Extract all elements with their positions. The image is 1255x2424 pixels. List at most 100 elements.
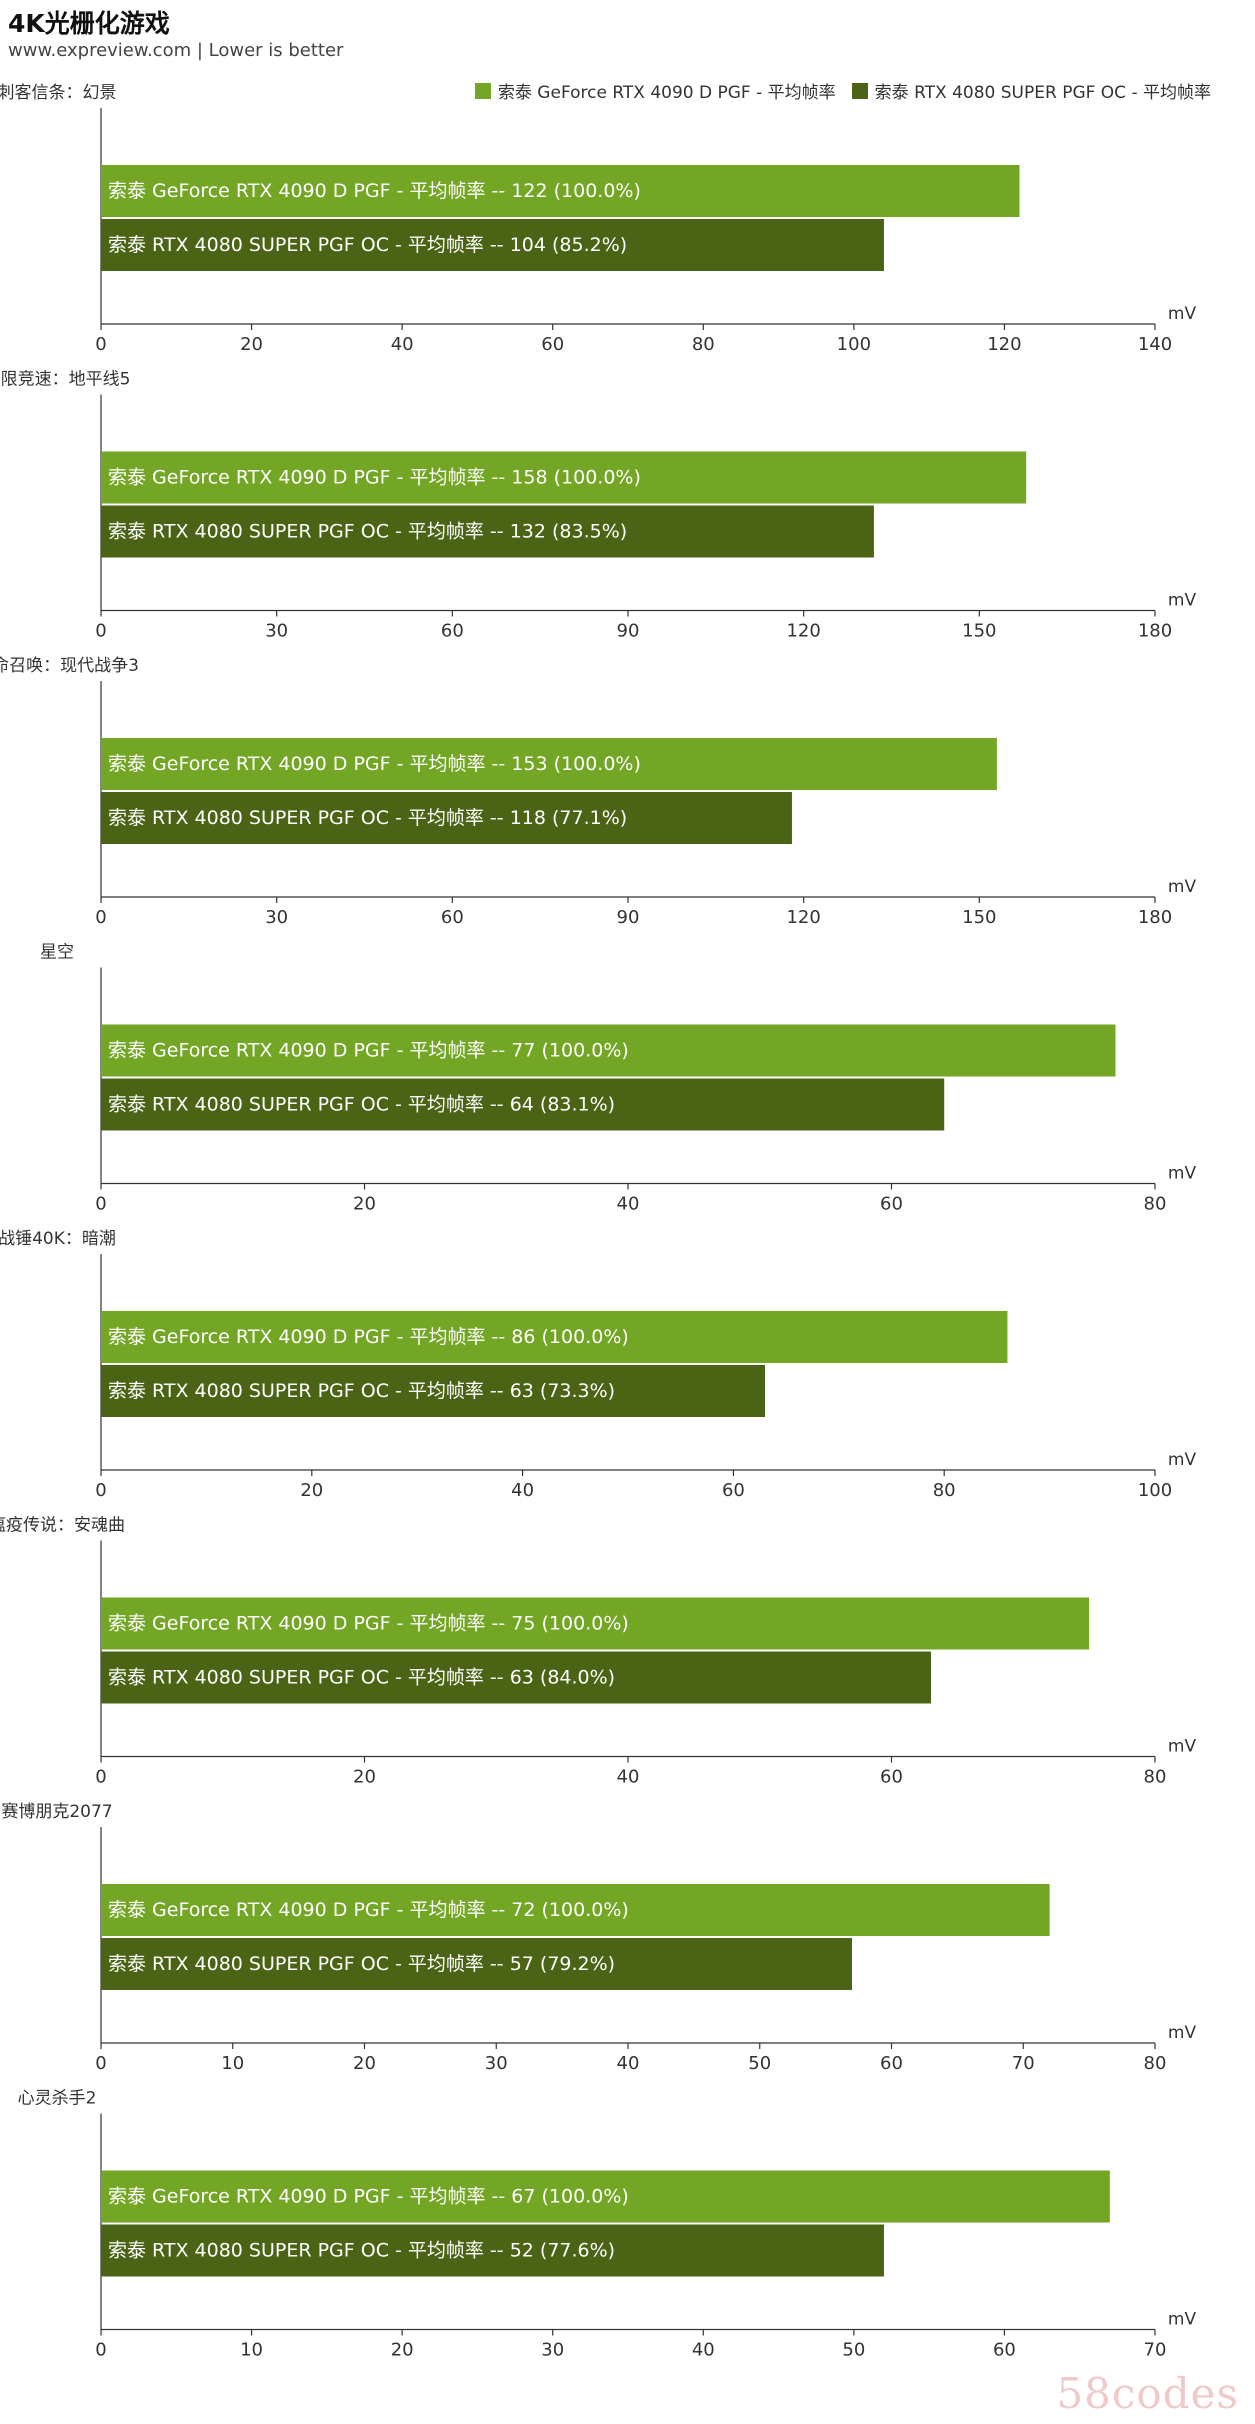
x-tick-label: 10 xyxy=(221,2053,244,2074)
bar-label: 索泰 GeForce RTX 4090 D PGF - 平均帧率 -- 158 … xyxy=(108,467,641,489)
bar-value-label: 63 (84.0%) xyxy=(510,1667,615,1689)
x-tick-label: 70 xyxy=(1144,2340,1167,2361)
bar xyxy=(101,1078,945,1131)
x-tick-label: 80 xyxy=(692,334,715,355)
chart-title: 心灵杀手2 xyxy=(18,2089,97,2109)
x-tick-label: 40 xyxy=(617,1194,640,1215)
legend-item-4090d[interactable]: 索泰 GeForce RTX 4090 D PGF - 平均帧率 xyxy=(474,78,836,103)
x-tick-label: 80 xyxy=(933,1480,956,1501)
bar-label-separator: -- xyxy=(484,807,510,829)
bar-label-separator: -- xyxy=(486,467,512,489)
x-tick-label: 140 xyxy=(1138,334,1172,355)
bar xyxy=(101,2170,1110,2223)
page-title: 4K光栅化游戏 xyxy=(8,9,170,38)
bar-label-separator: -- xyxy=(486,1899,512,1921)
bar-series-name: 索泰 GeForce RTX 4090 D PGF - 平均帧率 xyxy=(108,1040,486,1062)
bar xyxy=(101,1311,1008,1363)
x-tick-label: 20 xyxy=(353,1767,376,1788)
x-tick-label: 40 xyxy=(391,334,414,355)
bar-value-label: 57 (79.2%) xyxy=(510,1953,615,1975)
x-tick-label: 60 xyxy=(722,1480,745,1501)
bar-value-label: 63 (73.3%) xyxy=(510,1380,615,1402)
x-tick-label: 40 xyxy=(692,2340,715,2361)
bar-series-name: 索泰 GeForce RTX 4090 D PGF - 平均帧率 xyxy=(108,180,486,202)
x-tick-label: 80 xyxy=(1144,2053,1167,2074)
bar-label-separator: -- xyxy=(486,1613,512,1635)
x-tick-label: 60 xyxy=(993,2340,1016,2361)
bar-series-name: 索泰 RTX 4080 SUPER PGF OC - 平均帧率 xyxy=(108,1667,484,1689)
bar-label: 索泰 GeForce RTX 4090 D PGF - 平均帧率 -- 153 … xyxy=(108,753,641,775)
bar xyxy=(101,165,1020,217)
x-tick-label: 50 xyxy=(748,2053,771,2074)
bar-value-label: 67 (100.0%) xyxy=(511,2186,629,2208)
bar-label: 索泰 RTX 4080 SUPER PGF OC - 平均帧率 -- 63 (7… xyxy=(108,1380,615,1402)
bar-value-label: 104 (85.2%) xyxy=(510,234,628,256)
chart-title: 刺客信条：幻景 xyxy=(0,83,117,103)
bar-series-name: 索泰 GeForce RTX 4090 D PGF - 平均帧率 xyxy=(108,467,486,489)
bar-label: 索泰 RTX 4080 SUPER PGF OC - 平均帧率 -- 132 (… xyxy=(108,521,627,543)
bar-label-separator: -- xyxy=(484,521,510,543)
bar xyxy=(101,738,997,790)
x-tick-label: 0 xyxy=(95,907,106,928)
bar-value-label: 118 (77.1%) xyxy=(510,807,628,829)
bar-value-label: 153 (100.0%) xyxy=(511,753,641,775)
bar-value-label: 86 (100.0%) xyxy=(511,1326,629,1348)
bar-label: 索泰 GeForce RTX 4090 D PGF - 平均帧率 -- 75 (… xyxy=(108,1613,629,1635)
bar-value-label: 75 (100.0%) xyxy=(511,1613,629,1635)
x-unit-label: mV xyxy=(1168,1737,1197,1757)
legend-label-4080s: 索泰 RTX 4080 SUPER PGF OC - 平均帧率 xyxy=(874,83,1211,103)
x-tick-label: 80 xyxy=(1144,1767,1167,1788)
bar xyxy=(101,505,874,558)
x-tick-label: 20 xyxy=(300,1480,323,1501)
bar-label: 索泰 RTX 4080 SUPER PGF OC - 平均帧率 -- 118 (… xyxy=(108,807,627,829)
x-tick-label: 30 xyxy=(541,2340,564,2361)
x-unit-label: mV xyxy=(1168,1450,1197,1470)
x-tick-label: 20 xyxy=(353,1194,376,1215)
bar-label: 索泰 GeForce RTX 4090 D PGF - 平均帧率 -- 77 (… xyxy=(108,1040,629,1062)
bar-label: 索泰 RTX 4080 SUPER PGF OC - 平均帧率 -- 57 (7… xyxy=(108,1953,615,1975)
chart-title: 赛博朋克2077 xyxy=(1,1801,112,1822)
x-tick-label: 10 xyxy=(240,2340,263,2361)
bar-label: 索泰 RTX 4080 SUPER PGF OC - 平均帧率 -- 104 (… xyxy=(108,234,627,256)
bar xyxy=(101,451,1027,504)
x-unit-label: mV xyxy=(1168,591,1197,611)
bar-label: 索泰 RTX 4080 SUPER PGF OC - 平均帧率 -- 64 (8… xyxy=(108,1094,615,1116)
bar-series-name: 索泰 RTX 4080 SUPER PGF OC - 平均帧率 xyxy=(108,234,484,256)
bar-series-name: 索泰 GeForce RTX 4090 D PGF - 平均帧率 xyxy=(108,1613,486,1635)
chart-title: 极限竞速：地平线5 xyxy=(0,370,130,390)
x-tick-label: 40 xyxy=(617,2053,640,2074)
x-tick-label: 30 xyxy=(265,907,288,928)
x-tick-label: 0 xyxy=(95,2053,106,2074)
x-tick-label: 150 xyxy=(962,907,996,928)
bar-label-separator: -- xyxy=(484,1953,510,1975)
x-tick-label: 80 xyxy=(1144,1194,1167,1215)
x-tick-label: 180 xyxy=(1138,621,1172,642)
x-tick-label: 30 xyxy=(265,621,288,642)
x-tick-label: 40 xyxy=(511,1480,534,1501)
legend-swatch-4080s xyxy=(851,82,868,99)
x-unit-label: mV xyxy=(1168,1164,1197,1184)
x-tick-label: 120 xyxy=(987,334,1021,355)
bar-value-label: 52 (77.6%) xyxy=(510,2240,615,2262)
bar-value-label: 158 (100.0%) xyxy=(511,467,641,489)
x-unit-label: mV xyxy=(1168,2310,1197,2330)
x-tick-label: 70 xyxy=(1012,2053,1035,2074)
x-tick-label: 30 xyxy=(485,2053,508,2074)
x-unit-label: mV xyxy=(1168,2023,1197,2043)
bar-value-label: 77 (100.0%) xyxy=(511,1040,629,1062)
legend: 索泰 GeForce RTX 4090 D PGF - 平均帧率 索泰 RTX … xyxy=(474,78,1211,103)
legend-item-4080s[interactable]: 索泰 RTX 4080 SUPER PGF OC - 平均帧率 xyxy=(851,78,1211,103)
x-tick-label: 60 xyxy=(541,334,564,355)
x-tick-label: 90 xyxy=(617,907,640,928)
x-tick-label: 0 xyxy=(95,1767,106,1788)
bar xyxy=(101,219,884,271)
x-tick-label: 90 xyxy=(617,621,640,642)
bar-label: 索泰 GeForce RTX 4090 D PGF - 平均帧率 -- 122 … xyxy=(108,180,641,202)
bar-label: 索泰 RTX 4080 SUPER PGF OC - 平均帧率 -- 52 (7… xyxy=(108,2240,615,2262)
bar-value-label: 64 (83.1%) xyxy=(510,1094,615,1116)
bar-label: 索泰 GeForce RTX 4090 D PGF - 平均帧率 -- 86 (… xyxy=(108,1326,629,1348)
bar-label-separator: -- xyxy=(484,1380,510,1402)
bar-label: 索泰 GeForce RTX 4090 D PGF - 平均帧率 -- 72 (… xyxy=(108,1899,629,1921)
bar xyxy=(101,1651,932,1704)
